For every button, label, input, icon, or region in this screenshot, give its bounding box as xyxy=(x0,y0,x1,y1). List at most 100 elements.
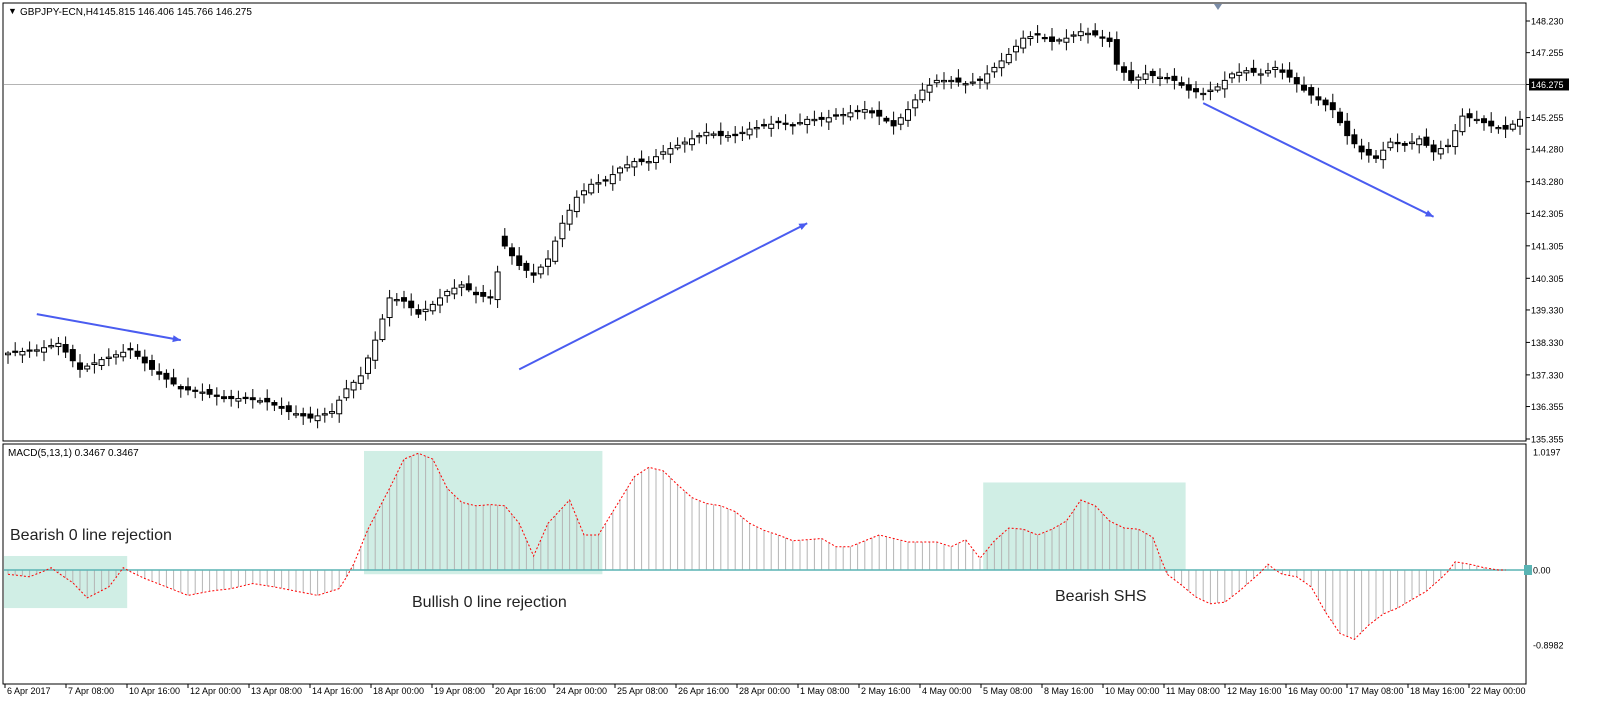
candle xyxy=(141,349,148,372)
candle xyxy=(314,408,321,429)
candle xyxy=(336,395,343,423)
candle xyxy=(1128,61,1135,84)
bearish-shs-label: Bearish SHS xyxy=(1055,588,1147,605)
svg-text:5 May 08:00: 5 May 08:00 xyxy=(983,686,1033,696)
candle xyxy=(825,109,832,131)
candle xyxy=(1106,31,1113,48)
candle xyxy=(1243,67,1250,81)
price-axis: 148.230 147.255 146.275 145.255 144.280 143.2… xyxy=(1526,17,1569,445)
candle xyxy=(984,65,991,90)
candle xyxy=(1142,64,1149,84)
candle xyxy=(1193,81,1199,99)
svg-text:2 May 16:00: 2 May 16:00 xyxy=(861,686,911,696)
candle xyxy=(1286,62,1293,83)
svg-text:28 Apr 00:00: 28 Apr 00:00 xyxy=(739,686,790,696)
candle xyxy=(537,264,544,279)
candle xyxy=(674,137,681,151)
candle xyxy=(257,397,263,405)
svg-text:135.355: 135.355 xyxy=(1531,435,1564,445)
candle xyxy=(458,280,465,297)
candle xyxy=(429,300,436,315)
candle xyxy=(149,354,155,376)
candle xyxy=(609,165,616,191)
svg-text:136.355: 136.355 xyxy=(1531,402,1564,412)
candle xyxy=(1329,93,1336,119)
candle xyxy=(401,290,407,309)
candle xyxy=(1092,23,1099,38)
candle xyxy=(566,203,573,231)
svg-text:10 Apr 16:00: 10 Apr 16:00 xyxy=(129,686,180,696)
candle xyxy=(242,392,249,404)
candle xyxy=(465,275,472,293)
window-dropdown-icon[interactable]: ▼ xyxy=(8,6,17,16)
candle xyxy=(451,279,458,300)
macd-signal-line xyxy=(7,452,1506,640)
candle xyxy=(1121,62,1127,81)
svg-text:144.280: 144.280 xyxy=(1531,145,1564,155)
candle xyxy=(1365,142,1372,163)
time-tick: 28 Apr 00:00 xyxy=(736,684,790,696)
candle xyxy=(746,121,753,140)
highlight-box-1 xyxy=(4,555,128,609)
candle xyxy=(847,105,854,121)
svg-text:19 Apr 08:00: 19 Apr 08:00 xyxy=(434,686,485,696)
candle xyxy=(941,72,947,90)
candle xyxy=(1322,97,1329,112)
candle xyxy=(285,401,292,420)
candle xyxy=(199,383,206,401)
candle xyxy=(105,348,112,367)
bearish-rejection-label: Bearish 0 line rejection xyxy=(10,527,172,544)
candle xyxy=(501,228,508,250)
candle xyxy=(559,215,566,248)
price-tick: 140.305 xyxy=(1526,274,1564,284)
candle xyxy=(948,75,955,89)
candle xyxy=(1185,77,1192,99)
candle xyxy=(739,126,746,142)
candle xyxy=(127,342,134,359)
candle xyxy=(1085,27,1091,44)
candle xyxy=(617,166,623,181)
candle xyxy=(516,247,523,271)
candle xyxy=(1488,112,1495,133)
candle xyxy=(1056,37,1063,45)
time-tick: 7 Apr 08:00 xyxy=(65,684,114,696)
candle xyxy=(725,131,731,142)
candle xyxy=(883,115,890,124)
svg-text:14 Apr 16:00: 14 Apr 16:00 xyxy=(312,686,363,696)
candle xyxy=(235,390,242,409)
candle xyxy=(1135,74,1142,89)
price-pane-frame xyxy=(2,2,1527,442)
candle xyxy=(321,407,328,423)
candle xyxy=(170,368,177,387)
candle xyxy=(1394,133,1401,153)
candle xyxy=(761,118,767,129)
candle xyxy=(833,108,839,121)
svg-text:4 May 00:00: 4 May 00:00 xyxy=(922,686,972,696)
candle xyxy=(530,263,537,283)
candle xyxy=(1250,59,1257,77)
candle xyxy=(1236,63,1243,83)
time-tick: 18 May 16:00 xyxy=(1407,684,1465,696)
time-tick: 5 May 08:00 xyxy=(980,684,1033,696)
candle xyxy=(278,397,285,415)
candle xyxy=(638,150,645,166)
candle xyxy=(249,388,256,409)
svg-text:140.305: 140.305 xyxy=(1531,274,1564,284)
price-tick: 143.280 xyxy=(1526,177,1564,187)
candle xyxy=(782,114,789,131)
svg-text:11 May 08:00: 11 May 08:00 xyxy=(1166,686,1220,696)
svg-text:147.255: 147.255 xyxy=(1531,48,1564,58)
candle xyxy=(1308,84,1315,104)
time-tick: 24 Apr 00:00 xyxy=(553,684,607,696)
candle xyxy=(307,406,314,423)
svg-text:8 May 16:00: 8 May 16:00 xyxy=(1044,686,1094,696)
candle xyxy=(1063,29,1070,51)
candle xyxy=(437,288,443,314)
candle xyxy=(1459,108,1466,136)
symbol-label: GBPJPY-ECN,H4 xyxy=(20,7,99,18)
candle xyxy=(552,236,559,265)
candle xyxy=(300,407,307,425)
candle xyxy=(473,286,479,304)
